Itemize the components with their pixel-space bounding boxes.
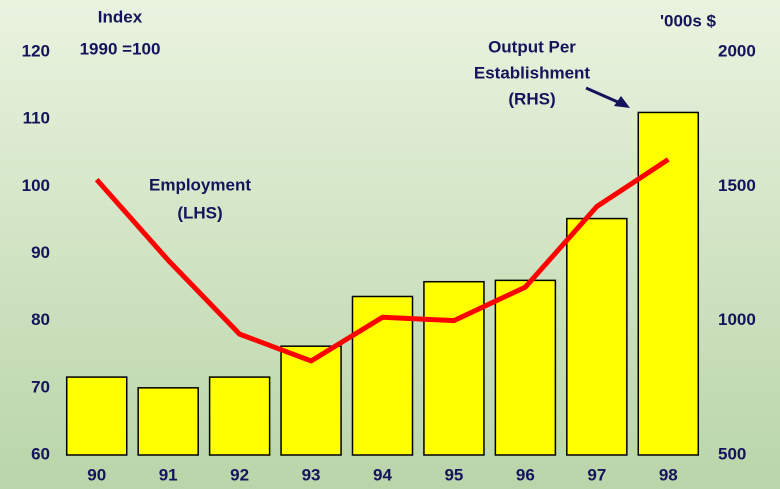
y-tick-label: 120 [22,41,50,60]
x-tick-label: 98 [659,465,678,484]
bar [137,387,199,456]
arrow [585,86,621,105]
x-tick-label: 93 [302,465,321,484]
y2-tick-label: 1000 [718,310,756,329]
x-tick-label: 95 [444,465,463,484]
annotation: Establishment [474,63,591,82]
bar [637,111,700,456]
y-tick-label: 60 [31,444,50,463]
y2-tick-label: 1500 [718,176,756,195]
y2-axis-label: '000s $ [660,11,717,30]
x-tick-label: 96 [516,465,535,484]
annotation: Output Per [488,37,576,56]
bar [280,345,342,456]
y2-tick-label: 500 [718,444,746,463]
bar [566,217,628,456]
x-tick-label: 94 [373,465,392,484]
y-tick-label: 80 [31,310,50,329]
annotation: (LHS) [177,203,222,222]
bar [423,280,485,456]
x-tick-label: 97 [587,465,606,484]
y-tick-label: 90 [31,243,50,262]
y-tick-label: 100 [22,176,50,195]
y-tick-label: 110 [23,109,50,128]
line [94,157,670,364]
y2-tick-label: 2000 [718,41,756,60]
x-tick-label: 92 [230,465,249,484]
y-axis-label: Index [98,7,143,26]
bar [65,376,128,456]
y-tick-label: 70 [31,377,50,396]
x-tick-label: 90 [87,465,106,484]
annotation: (RHS) [508,89,555,108]
bar [494,279,557,456]
y-axis-label: 1990 =100 [80,39,161,58]
bar [208,376,271,456]
bar [351,295,414,456]
annotation: Employment [149,175,251,194]
x-tick-label: 91 [159,465,178,484]
arrow-head [614,96,630,108]
